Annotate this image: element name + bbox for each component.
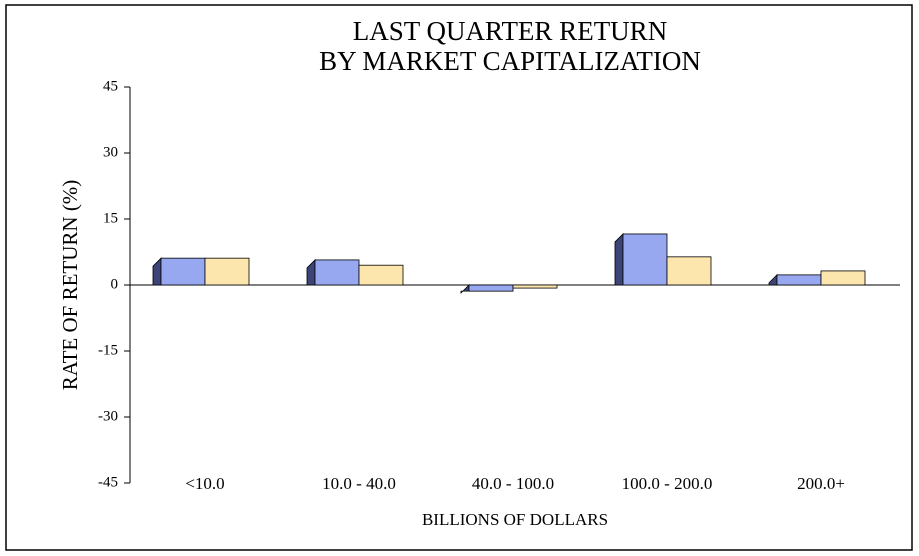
frame	[5, 4, 913, 551]
bar	[622, 233, 668, 286]
bar	[314, 259, 360, 286]
y-tick-label: 15	[103, 210, 118, 226]
bar-side	[614, 232, 624, 286]
y-tick-label: 0	[111, 276, 119, 292]
y-tick-label: 30	[103, 144, 118, 160]
bar	[820, 270, 866, 286]
bar-side	[460, 284, 470, 294]
y-tick-label: -45	[98, 474, 118, 490]
x-axis-title: BILLIONS OF DOLLARS	[422, 510, 608, 529]
x-tick-label: 40.0 - 100.0	[472, 474, 554, 493]
bar-side	[152, 257, 162, 286]
bar	[160, 257, 206, 286]
y-tick-label: -15	[98, 342, 118, 358]
chart-title: LAST QUARTER RETURN	[353, 16, 667, 46]
x-tick-label: 100.0 - 200.0	[622, 474, 713, 493]
bar	[666, 256, 712, 286]
x-tick-label: 200.0+	[797, 474, 845, 493]
bar	[358, 264, 404, 286]
bar-side	[306, 258, 316, 286]
chart-title: BY MARKET CAPITALIZATION	[319, 46, 701, 76]
x-tick-label: 10.0 - 40.0	[322, 474, 396, 493]
bar	[468, 284, 514, 292]
bar	[204, 257, 250, 286]
bar-side	[768, 273, 778, 286]
bar	[512, 284, 558, 289]
bar	[776, 274, 822, 286]
x-tick-label: <10.0	[185, 474, 224, 493]
y-tick-label: 45	[103, 78, 118, 94]
y-tick-label: -30	[98, 408, 118, 424]
y-axis-title: RATE OF RETURN (%)	[58, 180, 82, 391]
